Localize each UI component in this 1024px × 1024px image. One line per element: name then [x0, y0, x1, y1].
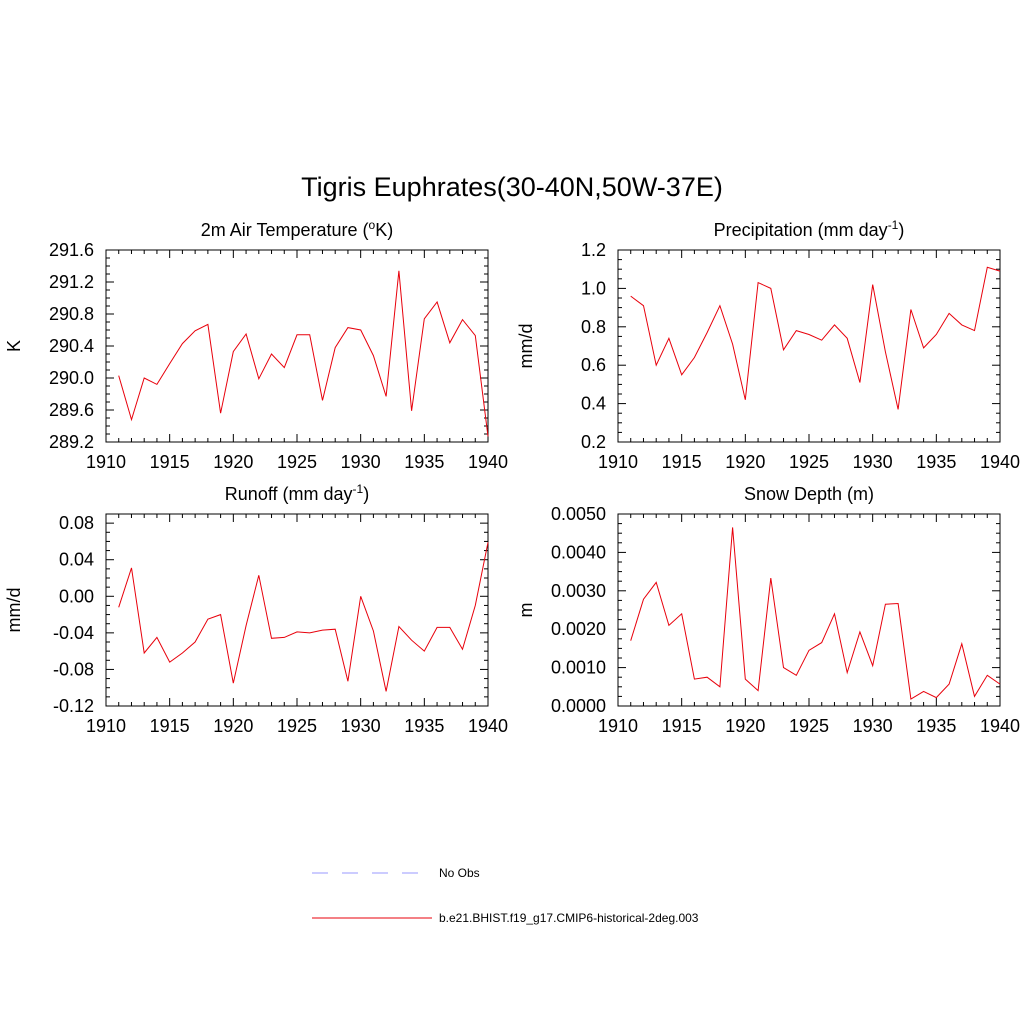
- x-tick-label: 1940: [980, 452, 1020, 472]
- y-tick-label: 0.0040: [551, 542, 606, 562]
- x-tick-label: 1930: [341, 452, 381, 472]
- y-tick-label: 290.4: [49, 336, 94, 356]
- x-tick-label: 1920: [725, 452, 765, 472]
- plot-frame: [617, 513, 1001, 707]
- x-tick-label: 1925: [789, 716, 829, 736]
- plot-frame: [617, 249, 1001, 443]
- legend-label: b.e21.BHIST.f19_g17.CMIP6-historical-2de…: [439, 911, 699, 925]
- y-axis-label: mm/d: [4, 588, 24, 633]
- y-tick-label: 0.0030: [551, 581, 606, 601]
- x-tick-label: 1935: [404, 452, 444, 472]
- y-tick-label: 289.2: [49, 432, 94, 452]
- x-tick-label: 1920: [725, 716, 765, 736]
- y-tick-label: -0.04: [53, 623, 94, 643]
- panel-title-text-end: ): [363, 484, 369, 504]
- x-tick-label: 1910: [598, 452, 638, 472]
- x-tick-label: 1925: [277, 716, 317, 736]
- y-axis-label: m: [516, 603, 536, 618]
- x-tick-label: 1910: [598, 716, 638, 736]
- x-tick-label: 1920: [213, 716, 253, 736]
- x-tick-label: 1940: [980, 716, 1020, 736]
- y-tick-label: 0.04: [59, 550, 94, 570]
- y-tick-label: 0.0010: [551, 658, 606, 678]
- y-tick-label: 0.08: [59, 513, 94, 533]
- y-tick-label: 0.0050: [551, 504, 606, 524]
- panel-title-superscript: o: [369, 218, 376, 232]
- panel-4: Snow Depth (m) m 1910 1915 1920 1925 1930 1935 1…: [516, 484, 1020, 736]
- panel-title-text-end: ): [898, 220, 904, 240]
- x-tick-label: 1930: [853, 716, 893, 736]
- y-tick-label: -0.12: [53, 696, 94, 716]
- legend-label: No Obs: [439, 866, 480, 880]
- y-tick-label: 290.8: [49, 304, 94, 324]
- legend: No Obs b.e21.BHIST.f19_g17.CMIP6-historic…: [312, 866, 699, 925]
- panel-1: 2m Air Temperature (oK) K 1910 1915 1920 1925…: [4, 218, 508, 472]
- x-tick-label: 1940: [468, 716, 508, 736]
- y-tick-label: 289.6: [49, 400, 94, 420]
- series-line: [630, 266, 1001, 410]
- y-tick-label: 0.6: [581, 355, 606, 375]
- panel-title-text: Runoff (mm day: [225, 484, 353, 504]
- x-tick-label: 1935: [916, 452, 956, 472]
- x-tick-label: 1935: [404, 716, 444, 736]
- x-tick-label: 1935: [916, 716, 956, 736]
- x-tick-label: 1915: [150, 452, 190, 472]
- panel-title: Snow Depth (m): [744, 484, 874, 504]
- panel-title-superscript: -1: [888, 218, 899, 232]
- y-tick-label: 0.0020: [551, 619, 606, 639]
- y-tick-label: 0.2: [581, 432, 606, 452]
- y-tick-label: 291.6: [49, 240, 94, 260]
- x-tick-label: 1930: [341, 716, 381, 736]
- x-tick-label: 1925: [789, 452, 829, 472]
- series-line: [118, 542, 489, 692]
- x-tick-label: 1930: [853, 452, 893, 472]
- y-tick-label: 291.2: [49, 272, 94, 292]
- panels-group: 2m Air Temperature (oK) K 1910 1915 1920 1925…: [4, 218, 1020, 736]
- x-tick-label: 1910: [86, 716, 126, 736]
- y-tick-label: 0.0000: [551, 696, 606, 716]
- y-tick-label: 1.2: [581, 240, 606, 260]
- y-tick-label: 290.0: [49, 368, 94, 388]
- series-line: [118, 270, 489, 437]
- x-tick-label: 1940: [468, 452, 508, 472]
- panel-title: 2m Air Temperature (oK): [201, 218, 393, 240]
- x-tick-label: 1915: [662, 716, 702, 736]
- figure-title: Tigris Euphrates(30-40N,50W-37E): [301, 172, 723, 202]
- panel-title-text: Snow Depth (m): [744, 484, 874, 504]
- series-line: [630, 527, 1001, 700]
- panel-title: Runoff (mm day-1): [225, 482, 369, 504]
- y-axis-label: mm/d: [516, 324, 536, 369]
- plot-frame: [105, 249, 489, 443]
- plot-frame: [105, 513, 489, 707]
- x-tick-label: 1915: [150, 716, 190, 736]
- y-tick-label: 1.0: [581, 278, 606, 298]
- y-axis-label: K: [4, 340, 24, 352]
- panel-title-text: Precipitation (mm day: [714, 220, 888, 240]
- panel-title-text-end: K): [375, 220, 393, 240]
- panel-3: Runoff (mm day-1) mm/d 1910 1915 1920 1925 193…: [4, 482, 508, 736]
- panel-title-superscript: -1: [353, 482, 364, 496]
- x-tick-label: 1910: [86, 452, 126, 472]
- x-tick-label: 1915: [662, 452, 702, 472]
- x-tick-label: 1920: [213, 452, 253, 472]
- y-tick-label: 0.00: [59, 586, 94, 606]
- panel-title: Precipitation (mm day-1): [714, 218, 905, 240]
- y-tick-label: -0.08: [53, 659, 94, 679]
- panel-title-text: 2m Air Temperature (: [201, 220, 369, 240]
- panel-2: Precipitation (mm day-1) mm/d 1910 1915 1920…: [516, 218, 1020, 472]
- y-tick-label: 0.8: [581, 317, 606, 337]
- y-tick-label: 0.4: [581, 394, 606, 414]
- x-tick-label: 1925: [277, 452, 317, 472]
